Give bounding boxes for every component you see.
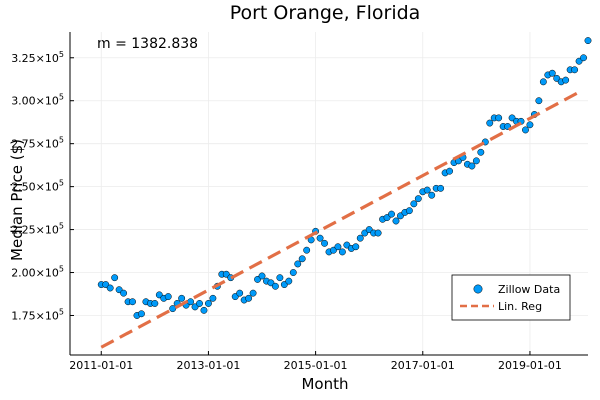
data-point [495, 114, 503, 122]
data-point [245, 294, 253, 302]
y-tick-label: 2.50×105 [11, 179, 64, 194]
x-tick-label: 2015-01-01 [284, 359, 348, 372]
data-point [580, 54, 587, 62]
data-point [486, 119, 494, 127]
x-axis-ticks: 2011-01-01 2013-01-01 2015-01-01 2017-01-01… [69, 351, 562, 372]
data-series [97, 37, 592, 349]
legend-box [451, 274, 571, 321]
x-tick-label: 2017-01-01 [391, 359, 455, 372]
data-point [472, 157, 480, 165]
data-point [338, 248, 346, 256]
data-point [321, 239, 328, 247]
data-point [111, 274, 119, 282]
data-point [334, 243, 342, 251]
data-point [423, 186, 431, 194]
data-point [392, 217, 400, 225]
x-tick-label: 2011-01-01 [69, 359, 133, 372]
data-point [535, 97, 543, 105]
data-point [352, 243, 360, 251]
regression-line [100, 90, 580, 349]
data-point [285, 277, 293, 285]
data-point [106, 284, 114, 292]
x-axis-label: Month [301, 375, 348, 393]
gridlines [70, 32, 588, 355]
data-point [316, 234, 324, 242]
data-point [548, 69, 556, 77]
data-point [437, 184, 445, 192]
data-point [289, 269, 297, 276]
data-point [137, 310, 145, 318]
data-point [178, 294, 186, 302]
data-point [236, 289, 244, 297]
data-point [414, 195, 422, 203]
data-point [562, 76, 570, 84]
data-point [129, 298, 136, 306]
data-point [249, 289, 257, 297]
data-point [298, 255, 306, 263]
data-point [187, 298, 195, 306]
y-tick-label: 3.00×105 [11, 93, 64, 108]
data-point [209, 294, 217, 302]
data-point [356, 234, 364, 242]
y-tick-label: 2.00×105 [11, 265, 64, 280]
data-point [405, 207, 413, 215]
data-point [522, 126, 529, 134]
legend-marker-zillow [473, 284, 483, 294]
data-point [164, 293, 172, 301]
data-point [374, 229, 382, 237]
legend-label-zillow: Zillow Data [498, 283, 560, 296]
data-point [388, 210, 395, 218]
data-point [303, 246, 311, 254]
data-point [428, 191, 436, 199]
y-tick-label: 2.25×105 [11, 222, 64, 237]
data-point [446, 167, 454, 175]
data-point [526, 121, 534, 129]
y-tick-label: 3.25×105 [11, 50, 64, 65]
data-point [200, 306, 208, 314]
data-point [294, 260, 302, 268]
x-tick-label: 2019-01-01 [498, 359, 562, 372]
data-point [584, 37, 592, 45]
legend: Zillow Data Lin. Reg [451, 274, 571, 321]
data-point [120, 289, 128, 297]
data-point [151, 300, 159, 307]
plot-frame [69, 32, 588, 356]
data-point [571, 66, 579, 74]
data-point [271, 282, 279, 290]
data-point [477, 148, 485, 156]
y-tick-label: 2.75×105 [11, 136, 64, 151]
x-tick-label: 2013-01-01 [176, 359, 240, 372]
data-point [258, 272, 266, 280]
y-tick-label: 1.75×105 [11, 307, 64, 322]
legend-label-linreg: Lin. Reg [498, 300, 542, 313]
data-point [539, 78, 547, 86]
chart-title: Port Orange, Florida [230, 2, 421, 24]
data-point [410, 200, 418, 208]
data-point [468, 162, 476, 170]
data-point [196, 300, 203, 307]
slope-annotation: m = 1382.838 [97, 36, 198, 52]
data-point [204, 300, 212, 307]
y-axis-label: Median Price ($) [8, 139, 26, 261]
data-point [276, 274, 284, 282]
y-axis-ticks: 1.75×105 2.00×105 2.25×105 2.50×105 2.75×105… [11, 50, 74, 322]
